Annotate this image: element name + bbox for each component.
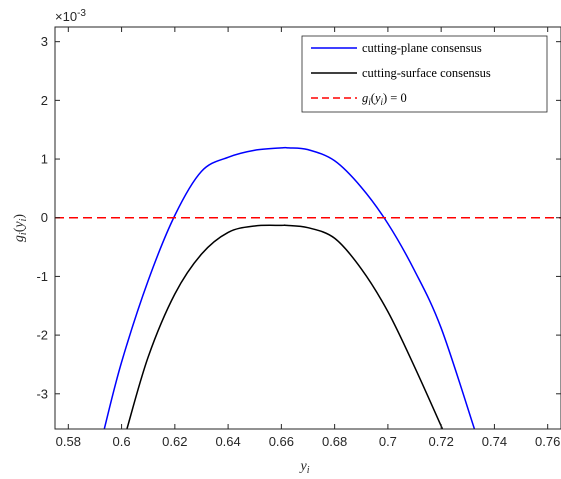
y-axis-label: gi(yi) xyxy=(12,214,29,242)
x-tick-label: 0.58 xyxy=(56,434,81,449)
legend-label-cutting-plane: cutting-plane consensus xyxy=(362,41,482,55)
x-tick-label: 0.68 xyxy=(322,434,347,449)
x-tick-label: 0.74 xyxy=(482,434,507,449)
y-axis-ticks: -3 -2 -1 0 1 2 3 xyxy=(36,34,561,401)
axes-box xyxy=(54,26,561,430)
x-tick-label: 0.6 xyxy=(113,434,131,449)
y-tick-label: 3 xyxy=(41,34,48,49)
x-tick-label: 0.7 xyxy=(379,434,397,449)
x-tick-label: 0.62 xyxy=(162,434,187,449)
x-tick-label: 0.76 xyxy=(535,434,560,449)
x-tick-label: 0.64 xyxy=(215,434,240,449)
y-tick-label: -2 xyxy=(36,328,48,343)
x-tick-label: 0.72 xyxy=(429,434,454,449)
y-tick-label: 2 xyxy=(41,93,48,108)
y-tick-label: 0 xyxy=(41,210,48,225)
series-cutting-surface-consensus xyxy=(126,224,444,429)
y-tick-label: 1 xyxy=(41,152,48,167)
x-axis-label: yi xyxy=(299,459,310,476)
x-tick-label: 0.66 xyxy=(269,434,294,449)
y-tick-label: -3 xyxy=(36,386,48,401)
y-tick-label: -1 xyxy=(36,269,48,284)
legend-label-zero-line: gi(yi) = 0 xyxy=(362,91,407,107)
y-exponent-label: ×10-3 xyxy=(55,8,86,24)
legend-label-cutting-surface: cutting-surface consensus xyxy=(362,66,491,80)
series-cutting-plane-consensus xyxy=(103,146,476,429)
legend: cutting-plane consensus cutting-surface … xyxy=(301,35,548,113)
x-axis-ticks: 0.58 0.6 0.62 0.64 0.66 0.68 0.7 0.72 0.74 0.76 xyxy=(56,27,560,449)
series-layer xyxy=(55,146,561,429)
